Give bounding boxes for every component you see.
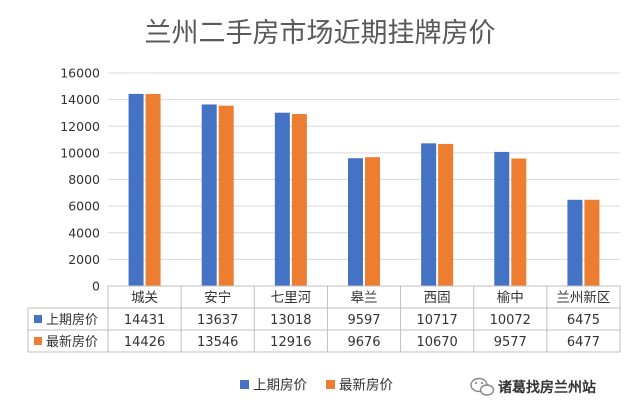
data-label: 14431 <box>124 313 165 328</box>
category-label: 兰州新区 <box>556 290 610 306</box>
table-legend-key <box>34 315 42 323</box>
category-label: 皋兰 <box>351 290 378 306</box>
data-label: 9676 <box>347 335 380 350</box>
y-tick-label: 4000 <box>68 225 100 240</box>
data-label: 12916 <box>270 335 311 350</box>
category-label: 西固 <box>424 290 451 306</box>
bar-previous <box>494 151 510 286</box>
y-tick-label: 0 <box>92 279 100 294</box>
watermark-text: 诸葛找房兰州站 <box>498 379 596 396</box>
bar-previous <box>567 199 583 286</box>
legend-swatch <box>326 380 335 389</box>
data-label: 9577 <box>494 335 527 350</box>
data-label: 13546 <box>197 335 238 350</box>
table-series-name: 最新房价 <box>46 334 98 350</box>
bar-latest <box>218 105 234 286</box>
bar-previous <box>421 143 437 286</box>
bar-latest <box>365 157 380 286</box>
legend-swatch <box>240 380 249 389</box>
y-tick-label: 16000 <box>60 66 100 81</box>
data-label: 10072 <box>490 313 531 328</box>
data-label: 10670 <box>416 335 457 350</box>
bar-latest <box>438 143 454 286</box>
bar-latest <box>511 158 527 286</box>
table-legend-key <box>34 337 42 345</box>
data-label: 13637 <box>197 313 238 328</box>
legend: 上期房价 最新房价 <box>240 378 393 394</box>
y-tick-label: 14000 <box>60 92 100 107</box>
bar-previous <box>274 112 290 286</box>
chart-title: 兰州二手房市场近期挂牌房价 <box>145 18 496 49</box>
legend-label: 最新房价 <box>339 378 393 394</box>
y-tick-label: 12000 <box>60 119 100 134</box>
y-tick-label: 2000 <box>68 252 100 267</box>
category-label: 七里河 <box>271 290 312 306</box>
y-tick-label: 10000 <box>60 145 100 160</box>
bar-previous <box>348 158 363 286</box>
data-label: 13018 <box>270 313 311 328</box>
watermark: 诸葛找房兰州站 <box>470 377 596 396</box>
bar-previous <box>201 104 217 287</box>
data-label: 9597 <box>347 313 380 328</box>
data-label: 14426 <box>124 335 165 350</box>
bars <box>128 93 600 287</box>
y-tick-label: 8000 <box>68 172 100 187</box>
bar-latest <box>291 114 307 286</box>
bar-latest <box>584 199 600 286</box>
category-label: 安宁 <box>204 289 231 306</box>
wechat-icon <box>470 377 495 396</box>
y-tick-label: 6000 <box>68 199 100 214</box>
bar-latest <box>145 93 161 286</box>
category-label: 城关 <box>131 290 158 306</box>
bar-previous <box>128 93 144 286</box>
data-label: 10717 <box>416 313 457 328</box>
table-series-name: 上期房价 <box>46 312 98 328</box>
category-label: 榆中 <box>497 290 524 306</box>
y-axis-ticks: 0 2000 4000 6000 8000 10000 12000 14000 16000 <box>60 66 100 294</box>
data-label: 6475 <box>567 313 600 328</box>
data-label: 6477 <box>567 335 600 350</box>
legend-label: 上期房价 <box>253 378 307 394</box>
